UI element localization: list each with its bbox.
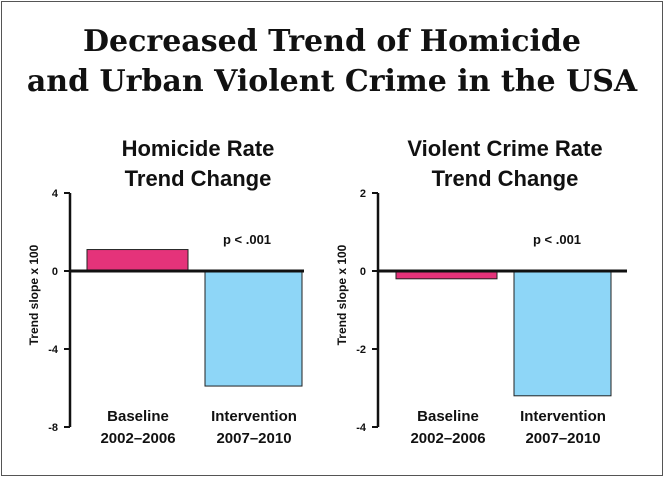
homicide-y-axis-label: Trend slope x 100: [27, 244, 41, 345]
homicide-chart-title: Homicide Rate Trend Change: [48, 134, 348, 194]
figure-title: Decreased Trend of Homicide and Urban Vi…: [0, 22, 664, 102]
violent-crime-y-tick-label: 2: [360, 188, 366, 200]
violent-crime-chart-title-line-2: Trend Change: [431, 166, 579, 191]
violent-crime-y-tick-label: -2: [356, 344, 366, 356]
homicide-category-label-intervention-years: 2007–2010: [216, 430, 291, 447]
violent-crime-chart-title-line-1: Violent Crime Rate: [407, 136, 603, 161]
violent-crime-p-value-annotation: p < .001: [533, 232, 581, 247]
violent-crime-y-axis-label: Trend slope x 100: [335, 244, 349, 345]
violent-crime-y-tick-label: 0: [360, 266, 366, 278]
homicide-p-value-annotation: p < .001: [223, 232, 271, 247]
homicide-chart-title-line-2: Trend Change: [124, 166, 272, 191]
violent-crime-chart-title: Violent Crime Rate Trend Change: [355, 134, 655, 194]
violent-crime-category-label-intervention-years: 2007–2010: [525, 430, 600, 447]
homicide-category-label-baseline-years: 2002–2006: [100, 430, 175, 447]
violent-crime-y-tick-label: -4: [356, 422, 367, 434]
homicide-y-tick-label: -4: [48, 344, 59, 356]
homicide-y-tick-label: -8: [48, 422, 58, 434]
figure-title-line-1: Decreased Trend of Homicide: [83, 24, 581, 59]
homicide-y-tick-label: 4: [52, 188, 59, 200]
violent-crime-bar-intervention: [513, 270, 612, 397]
homicide-chart-title-line-1: Homicide Rate: [121, 136, 275, 161]
homicide-category-label-baseline: Baseline: [107, 408, 169, 425]
violent-crime-category-label-baseline-years: 2002–2006: [410, 430, 485, 447]
homicide-y-tick-label: 0: [52, 266, 58, 278]
violent-crime-category-label-baseline: Baseline: [417, 408, 479, 425]
figure-title-line-2: and Urban Violent Crime in the USA: [26, 64, 638, 99]
homicide-category-label-intervention: Intervention: [211, 408, 297, 425]
homicide-bar-intervention: [204, 270, 303, 387]
violent-crime-category-label-intervention: Intervention: [520, 408, 606, 425]
homicide-bar-baseline: [86, 249, 189, 272]
